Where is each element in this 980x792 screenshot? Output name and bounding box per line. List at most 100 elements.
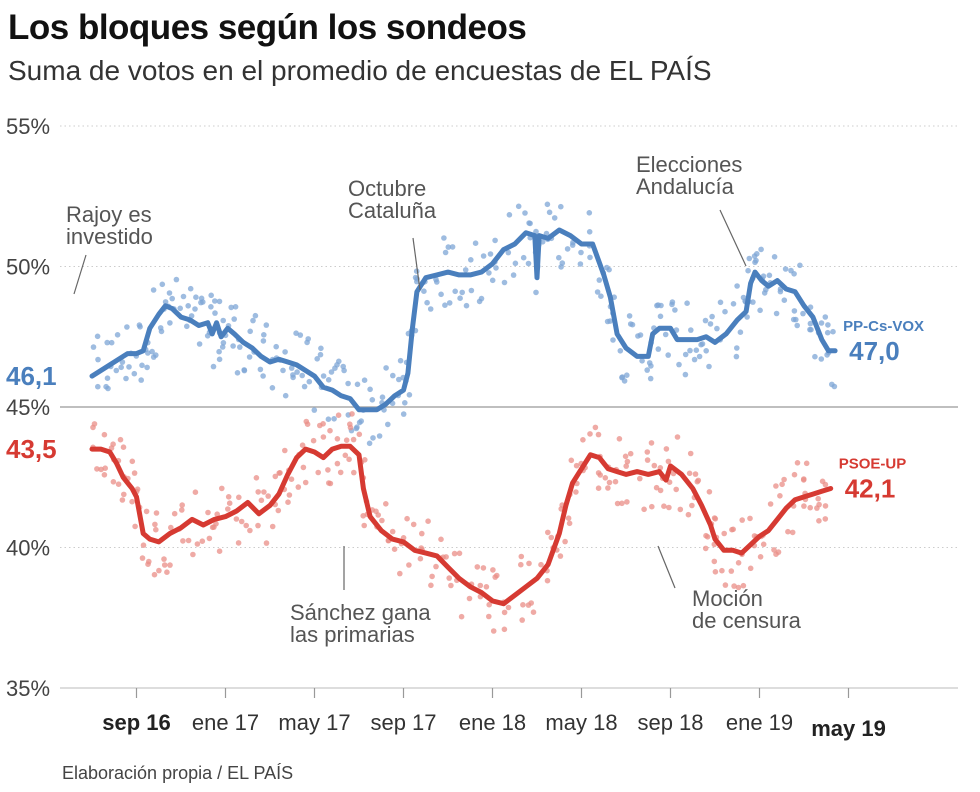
poll-dot-blue [782, 266, 789, 272]
poll-dot-blue [586, 229, 593, 235]
poll-dot-blue [137, 324, 143, 330]
poll-dot-red [592, 424, 599, 431]
poll-dot-red [644, 457, 651, 463]
poll-dot-red [760, 541, 767, 548]
poll-dot-red [781, 476, 787, 483]
poll-dot-red [740, 582, 747, 589]
poll-dot-blue [740, 294, 747, 301]
poll-dot-blue [637, 332, 644, 338]
poll-dot-blue [290, 374, 296, 381]
poll-dot-red [285, 499, 291, 506]
poll-dot-blue [314, 356, 321, 362]
poll-dot-red [171, 510, 178, 517]
poll-dot-red [397, 570, 403, 577]
poll-dot-blue [807, 326, 813, 333]
poll-dot-blue [376, 433, 383, 439]
poll-dot-blue [587, 254, 593, 261]
poll-dot-blue [493, 265, 499, 271]
poll-dot-red [351, 469, 357, 476]
poll-dot-blue [445, 244, 452, 250]
poll-dot-red [156, 567, 162, 574]
poll-dot-blue [104, 339, 110, 346]
poll-dot-red [677, 506, 684, 513]
poll-dot-blue [167, 320, 173, 326]
poll-dot-red [269, 523, 276, 530]
poll-dot-red [641, 506, 647, 513]
poll-dot-blue [672, 307, 678, 313]
poll-dot-red [185, 537, 192, 544]
poll-dot-blue [180, 293, 187, 300]
poll-dot-red [205, 509, 211, 516]
x-tick-label: sep 16 [102, 710, 171, 735]
poll-dot-red [129, 458, 136, 465]
poll-dot-red [520, 602, 526, 608]
poll-dot-blue [812, 353, 818, 360]
poll-dot-red [689, 502, 695, 509]
poll-dot-red [102, 465, 108, 472]
poll-dot-red [438, 536, 444, 543]
poll-dot-blue [594, 289, 601, 295]
poll-dot-blue [124, 324, 130, 330]
poll-dot-blue [421, 288, 427, 295]
poll-dot-blue [654, 302, 660, 309]
poll-dot-red [702, 545, 709, 552]
poll-dot-blue [682, 351, 689, 358]
poll-dot-red [616, 436, 623, 442]
poll-dot-blue [486, 270, 492, 276]
poll-dot-blue [212, 298, 218, 304]
poll-dot-blue [462, 267, 469, 273]
poll-dot-blue [293, 330, 299, 337]
poll-dot-red [119, 497, 126, 503]
poll-dot-red [247, 527, 253, 534]
poll-dot-blue [188, 313, 195, 319]
poll-dot-red [310, 437, 317, 444]
poll-dot-blue [153, 352, 159, 358]
poll-dot-blue [370, 435, 376, 441]
poll-dot-blue [208, 292, 214, 299]
poll-dot-blue [280, 367, 286, 374]
poll-dot-red [665, 458, 672, 465]
poll-dot-blue [793, 316, 799, 323]
chart-subtitle: Suma de votos en el promedio de encuesta… [8, 55, 712, 86]
poll-dot-blue [730, 301, 737, 307]
poll-dot-blue [714, 325, 720, 332]
poll-dots [90, 201, 838, 634]
poll-dot-red [404, 515, 410, 522]
poll-dot-blue [369, 397, 376, 403]
x-tick-label: may 18 [545, 710, 617, 735]
poll-dot-red [606, 479, 613, 486]
poll-dot-blue [354, 381, 361, 388]
poll-dot-red [327, 427, 333, 434]
poll-dot-red [153, 526, 159, 533]
poll-dot-blue [367, 386, 373, 393]
poll-dot-red [110, 479, 117, 485]
poll-dot-blue [318, 345, 324, 352]
series-line-psoe-up [89, 443, 834, 607]
poll-dot-blue [103, 383, 109, 390]
poll-dot-blue [794, 322, 800, 329]
poll-dot-blue [334, 362, 340, 368]
poll-dot-red [115, 481, 122, 488]
poll-dot-blue [520, 254, 527, 261]
poll-dot-blue [781, 297, 788, 304]
poll-dot-blue [198, 299, 204, 306]
poll-dot-blue [644, 367, 650, 373]
poll-dot-red [735, 560, 742, 566]
poll-dot-blue [551, 215, 558, 221]
poll-dot-red [712, 516, 719, 522]
poll-dot-blue [123, 375, 129, 382]
poll-dot-red [501, 626, 508, 633]
poll-dot-blue [525, 260, 532, 267]
poll-dot-blue [598, 293, 604, 300]
poll-dot-red [346, 456, 352, 463]
annotation-leader [719, 209, 747, 267]
poll-dot-red [143, 508, 150, 515]
poll-dot-blue [402, 400, 408, 406]
poll-dot-blue [247, 328, 253, 335]
poll-dot-red [657, 487, 664, 494]
poll-dot-blue [754, 251, 760, 257]
poll-dot-blue [305, 336, 312, 342]
poll-dot-red [121, 491, 127, 498]
poll-dot-blue [733, 353, 740, 360]
